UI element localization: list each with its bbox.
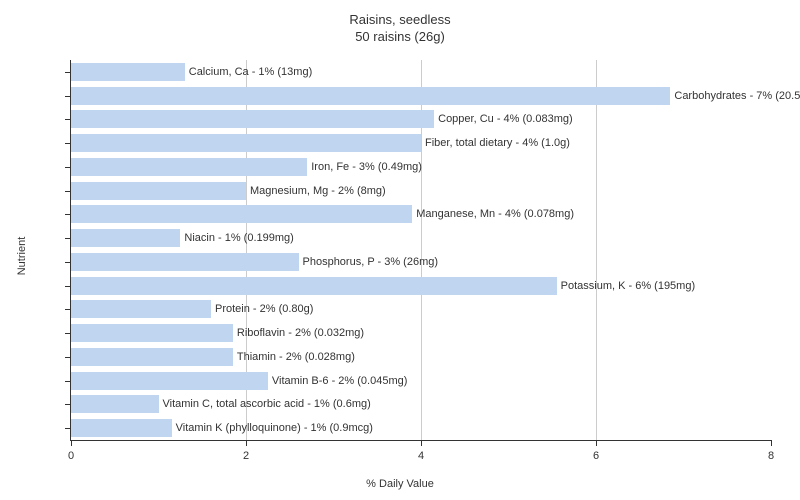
bar <box>71 419 172 437</box>
y-tick <box>65 262 71 263</box>
plot-area: 02468Calcium, Ca - 1% (13mg)Carbohydrate… <box>70 60 771 441</box>
bar-label: Manganese, Mn - 4% (0.078mg) <box>412 205 574 223</box>
x-tick <box>246 440 247 446</box>
bar <box>71 63 185 81</box>
x-tick-label: 2 <box>243 450 249 462</box>
bar <box>71 110 434 128</box>
y-tick <box>65 72 71 73</box>
title-line-1: Raisins, seedless <box>0 12 800 29</box>
x-tick <box>421 440 422 446</box>
bar <box>71 372 268 390</box>
bar <box>71 158 307 176</box>
bar <box>71 395 159 413</box>
bar-label: Calcium, Ca - 1% (13mg) <box>185 63 312 81</box>
chart-title: Raisins, seedless 50 raisins (26g) <box>0 0 800 46</box>
bar-label: Iron, Fe - 3% (0.49mg) <box>307 158 422 176</box>
x-axis-label: % Daily Value <box>366 478 434 490</box>
x-tick-label: 4 <box>418 450 424 462</box>
bar-label: Fiber, total dietary - 4% (1.0g) <box>421 134 570 152</box>
y-tick <box>65 333 71 334</box>
bar-label: Potassium, K - 6% (195mg) <box>557 277 696 295</box>
bar <box>71 87 670 105</box>
y-tick <box>65 191 71 192</box>
chart-container: Raisins, seedless 50 raisins (26g) Nutri… <box>0 0 800 500</box>
y-tick <box>65 214 71 215</box>
x-tick-label: 6 <box>593 450 599 462</box>
y-tick <box>65 309 71 310</box>
bar-label: Niacin - 1% (0.199mg) <box>180 229 293 247</box>
y-tick <box>65 143 71 144</box>
bar <box>71 182 246 200</box>
bar <box>71 324 233 342</box>
x-tick-label: 8 <box>768 450 774 462</box>
y-tick <box>65 238 71 239</box>
y-axis-label: Nutrient <box>16 237 28 276</box>
x-tick <box>596 440 597 446</box>
bar-label: Vitamin C, total ascorbic acid - 1% (0.6… <box>159 395 371 413</box>
bar-label: Magnesium, Mg - 2% (8mg) <box>246 182 386 200</box>
y-tick <box>65 286 71 287</box>
bar-label: Riboflavin - 2% (0.032mg) <box>233 324 364 342</box>
y-tick <box>65 428 71 429</box>
bar <box>71 229 180 247</box>
bar-label: Copper, Cu - 4% (0.083mg) <box>434 110 573 128</box>
y-tick <box>65 96 71 97</box>
y-tick <box>65 119 71 120</box>
x-tick <box>71 440 72 446</box>
bar <box>71 134 421 152</box>
bar-label: Phosphorus, P - 3% (26mg) <box>299 253 439 271</box>
bar-label: Vitamin B-6 - 2% (0.045mg) <box>268 372 408 390</box>
bar <box>71 348 233 366</box>
bar-label: Thiamin - 2% (0.028mg) <box>233 348 355 366</box>
bar <box>71 205 412 223</box>
bar <box>71 253 299 271</box>
bar-label: Carbohydrates - 7% (20.59g) <box>670 87 800 105</box>
title-line-2: 50 raisins (26g) <box>0 29 800 46</box>
y-tick <box>65 404 71 405</box>
x-tick <box>771 440 772 446</box>
x-tick-label: 0 <box>68 450 74 462</box>
bar-label: Vitamin K (phylloquinone) - 1% (0.9mcg) <box>172 419 373 437</box>
y-tick <box>65 357 71 358</box>
bar-label: Protein - 2% (0.80g) <box>211 300 313 318</box>
y-tick <box>65 381 71 382</box>
bar <box>71 300 211 318</box>
bar <box>71 277 557 295</box>
gridline <box>596 60 597 440</box>
y-tick <box>65 167 71 168</box>
